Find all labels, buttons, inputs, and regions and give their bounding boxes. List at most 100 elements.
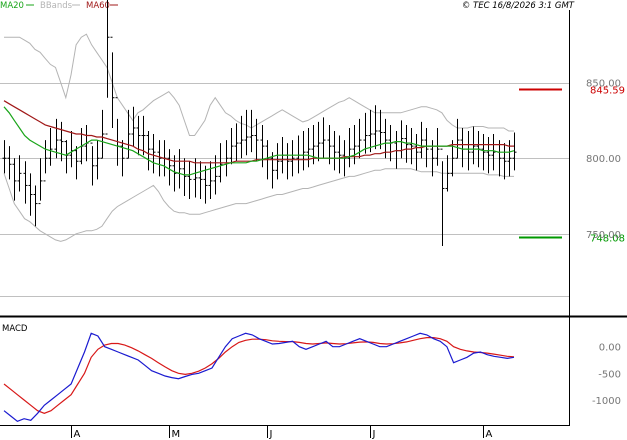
ohlc-bar — [290, 140, 295, 177]
price-markers: 845.59 748.08 — [519, 83, 627, 245]
x-tick-label: A — [486, 429, 493, 440]
ohlc-bar — [203, 165, 208, 204]
ohlc-bar — [64, 140, 69, 174]
ohlc-bar — [435, 127, 440, 166]
ohlc-bar — [285, 143, 290, 180]
ohlc-bar — [455, 118, 460, 159]
ohlc-bar — [234, 123, 239, 162]
ohlc-bar — [43, 140, 48, 182]
ohlc-bar — [193, 158, 198, 198]
ohlc-bar — [110, 36, 115, 128]
ohlc-bar — [120, 140, 125, 177]
ohlc-bar — [136, 115, 141, 156]
ohlc-bar — [17, 155, 22, 192]
ohlc-bar — [208, 161, 213, 200]
ohlc-bar — [270, 152, 275, 189]
signal-line — [3, 337, 515, 414]
ohlc-bar — [198, 161, 203, 200]
ohlc-bar — [301, 130, 306, 171]
x-tick-label: A — [74, 429, 81, 440]
ohlc-bar — [440, 148, 445, 246]
price-y-tick-label: 750.00 — [586, 230, 621, 241]
ohlc-bar — [115, 97, 120, 166]
ohlc-bar — [23, 161, 28, 204]
ohlc-bar — [512, 132, 517, 171]
ohlc-bar — [332, 130, 337, 171]
ohlc-bar — [337, 135, 342, 174]
ohlc-bar — [347, 127, 352, 168]
macd-y-tick-labels: 0.00 -500 -1000 — [592, 343, 621, 407]
ohlc-bar — [306, 127, 311, 168]
ohlc-bar — [7, 146, 12, 180]
ohlc-bar — [373, 105, 378, 150]
x-tick-label: J — [372, 429, 376, 440]
ohlc-bar — [296, 135, 301, 174]
ohlc-bar — [460, 127, 465, 168]
ohlc-bar — [187, 161, 192, 200]
ohlc-bar — [491, 134, 496, 171]
price-marker-label: 748.08 — [590, 234, 625, 245]
price-y-tick-label: 800.00 — [586, 154, 621, 165]
ohlc-bar — [316, 121, 321, 162]
price-grid — [0, 83, 569, 297]
ohlc-bar — [141, 115, 146, 156]
x-tick-label: J — [269, 429, 273, 440]
macd-lines — [3, 332, 515, 422]
ohlc-bar — [167, 149, 172, 186]
legend-bbands-label: BBands — [40, 1, 73, 11]
ohlc-bar — [486, 137, 491, 174]
ohlc-bar — [244, 109, 249, 156]
ohlc-bar — [38, 158, 43, 205]
ohlc-bar — [157, 140, 162, 177]
ohlc-bar — [48, 127, 53, 166]
ohlc-bar — [59, 121, 64, 162]
ohlc-bar — [399, 120, 404, 159]
ohlc-bar — [249, 109, 254, 153]
ma20-line — [3, 106, 515, 176]
ohlc-bar — [502, 143, 507, 180]
ohlc-bar — [69, 130, 74, 168]
ohlc-bar — [481, 134, 486, 171]
ohlc-bar — [394, 130, 399, 169]
ohlc-bar — [424, 127, 429, 168]
ohlc-bar — [105, 0, 110, 135]
moving-averages — [3, 100, 515, 176]
price-marker-label-bg — [591, 231, 627, 244]
bollinger-bands — [3, 33, 514, 242]
copyright-label: © TEC 16/8/2026 3:1 GMT — [462, 1, 575, 11]
ohlc-bar — [100, 109, 105, 159]
ohlc-bar — [12, 158, 17, 201]
macd-y-tick-label: -500 — [598, 369, 621, 380]
ohlc-bar — [409, 127, 414, 165]
ohlc-bar — [260, 124, 265, 168]
ohlc-bar — [466, 130, 471, 171]
ohlc-bar — [90, 142, 95, 186]
ohlc-bar — [213, 155, 218, 195]
price-y-tick-label: 850.00 — [586, 79, 621, 90]
macd-y-tick-label: -1000 — [592, 396, 621, 407]
ohlc-bar — [404, 124, 409, 163]
ohlc-bar — [368, 109, 373, 153]
bbands-upper-line — [4, 33, 514, 136]
ohlc-bar — [74, 146, 79, 180]
ohlc-bar — [131, 106, 136, 147]
ohlc-bar — [414, 134, 419, 171]
ohlc-bar — [2, 140, 7, 174]
ohlc-bar — [363, 112, 368, 154]
ohlc-bar — [275, 143, 280, 180]
legend-ma60-label: MA60 — [86, 1, 110, 11]
ohlc-bar — [95, 140, 100, 180]
x-tick-label: M — [172, 429, 181, 440]
legend-ma20-label: MA20 — [0, 1, 24, 11]
ohlc-bar — [54, 118, 59, 159]
ohlc-bar — [33, 185, 38, 227]
ohlc-bar — [182, 158, 187, 197]
macd-y-tick-label: 0.00 — [599, 343, 621, 354]
ohlc-bar — [239, 115, 244, 159]
price-y-tick-labels: 850.00 800.00 750.00 — [586, 79, 621, 241]
ohlc-bar — [445, 155, 450, 192]
legend: MA20 BBands MA60 — [0, 1, 118, 11]
ohlc-bar — [419, 121, 424, 159]
